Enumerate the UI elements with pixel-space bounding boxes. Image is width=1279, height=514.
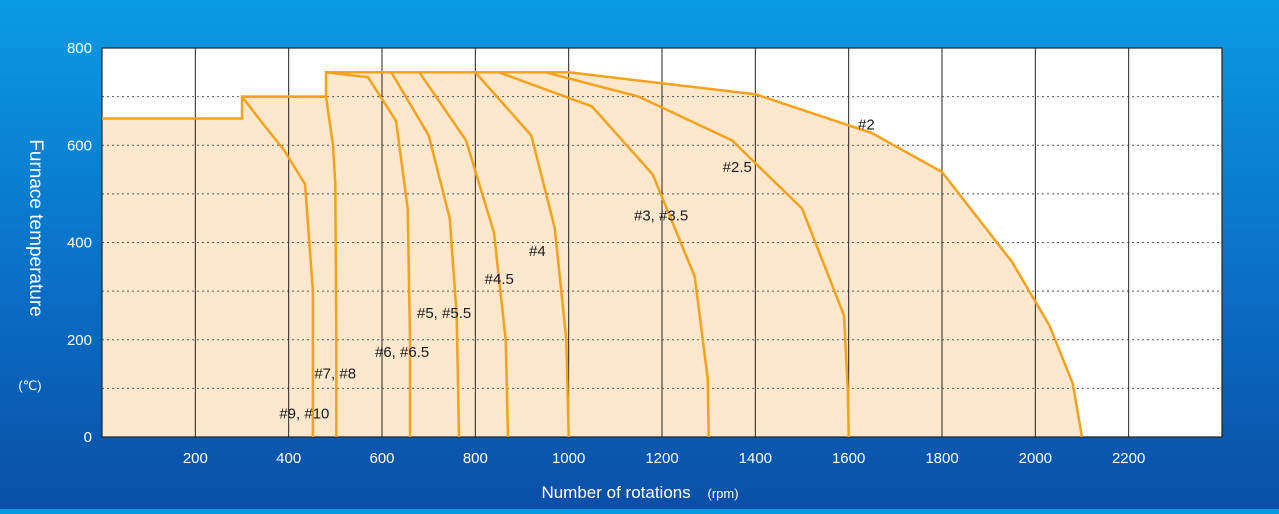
x-tick-label: 200 bbox=[183, 450, 208, 467]
y-tick-label: 0 bbox=[84, 429, 92, 446]
curve-series bbox=[326, 71, 461, 438]
curve-series bbox=[326, 71, 1084, 438]
curve-label: #2 bbox=[858, 117, 875, 134]
y-tick-label: 600 bbox=[67, 137, 92, 154]
curve-label: #5, #5.5 bbox=[417, 305, 471, 322]
x-tick-label: 800 bbox=[463, 450, 488, 467]
tick-layer: 200 400 600 800 1000 1200 1400 1600 1800 2000 2200… bbox=[67, 40, 1145, 467]
curve-layer bbox=[102, 71, 1084, 438]
x-tick-label: 400 bbox=[276, 450, 301, 467]
curve-series bbox=[241, 95, 315, 437]
x-tick-label: 2200 bbox=[1112, 450, 1145, 467]
y-axis-label: Furnace temperature bbox=[25, 139, 46, 316]
curve-label: #2.5 bbox=[723, 159, 752, 176]
y-tick-label: 200 bbox=[67, 332, 92, 349]
x-tick-label: 1800 bbox=[925, 450, 958, 467]
plot-frame bbox=[101, 47, 1223, 438]
curve-series bbox=[325, 71, 412, 437]
curve-label: #3, #3.5 bbox=[634, 208, 688, 225]
x-axis-title: Number of rotations bbox=[541, 483, 690, 502]
x-tick-label: 1000 bbox=[552, 450, 585, 467]
curve-series bbox=[326, 71, 850, 438]
x-tick-label: 600 bbox=[369, 450, 394, 467]
fill-layer bbox=[102, 72, 1082, 438]
y-axis-unit: (℃) bbox=[18, 378, 41, 393]
operating-area bbox=[102, 72, 1082, 438]
curve-label: #4.5 bbox=[485, 271, 514, 288]
x-tick-label: 1400 bbox=[739, 450, 772, 467]
x-tick-label: 1600 bbox=[832, 450, 865, 467]
x-axis-label: Number of rotations (rpm) bbox=[541, 483, 738, 502]
y-tick-label: 800 bbox=[67, 40, 92, 57]
curve-series bbox=[326, 71, 710, 438]
curve-label: #6, #6.5 bbox=[375, 344, 429, 361]
curve-label: #4 bbox=[529, 243, 546, 260]
curve-label: #9, #10 bbox=[279, 406, 329, 423]
curve-label: #7, #8 bbox=[314, 366, 356, 383]
x-axis-unit: (rpm) bbox=[707, 486, 738, 501]
annotation-layer: #2 #2.5 #3, #3.5 #4 #4.5 #5, #5.5 #6, #6.5 #7, … bbox=[279, 117, 874, 423]
grid-layer bbox=[101, 47, 1223, 438]
curve-series bbox=[242, 95, 338, 437]
x-tick-label: 2000 bbox=[1019, 450, 1052, 467]
x-tick-label: 1200 bbox=[645, 450, 678, 467]
curve-series bbox=[326, 71, 570, 438]
curve-series bbox=[326, 71, 510, 438]
y-tick-label: 400 bbox=[67, 235, 92, 252]
